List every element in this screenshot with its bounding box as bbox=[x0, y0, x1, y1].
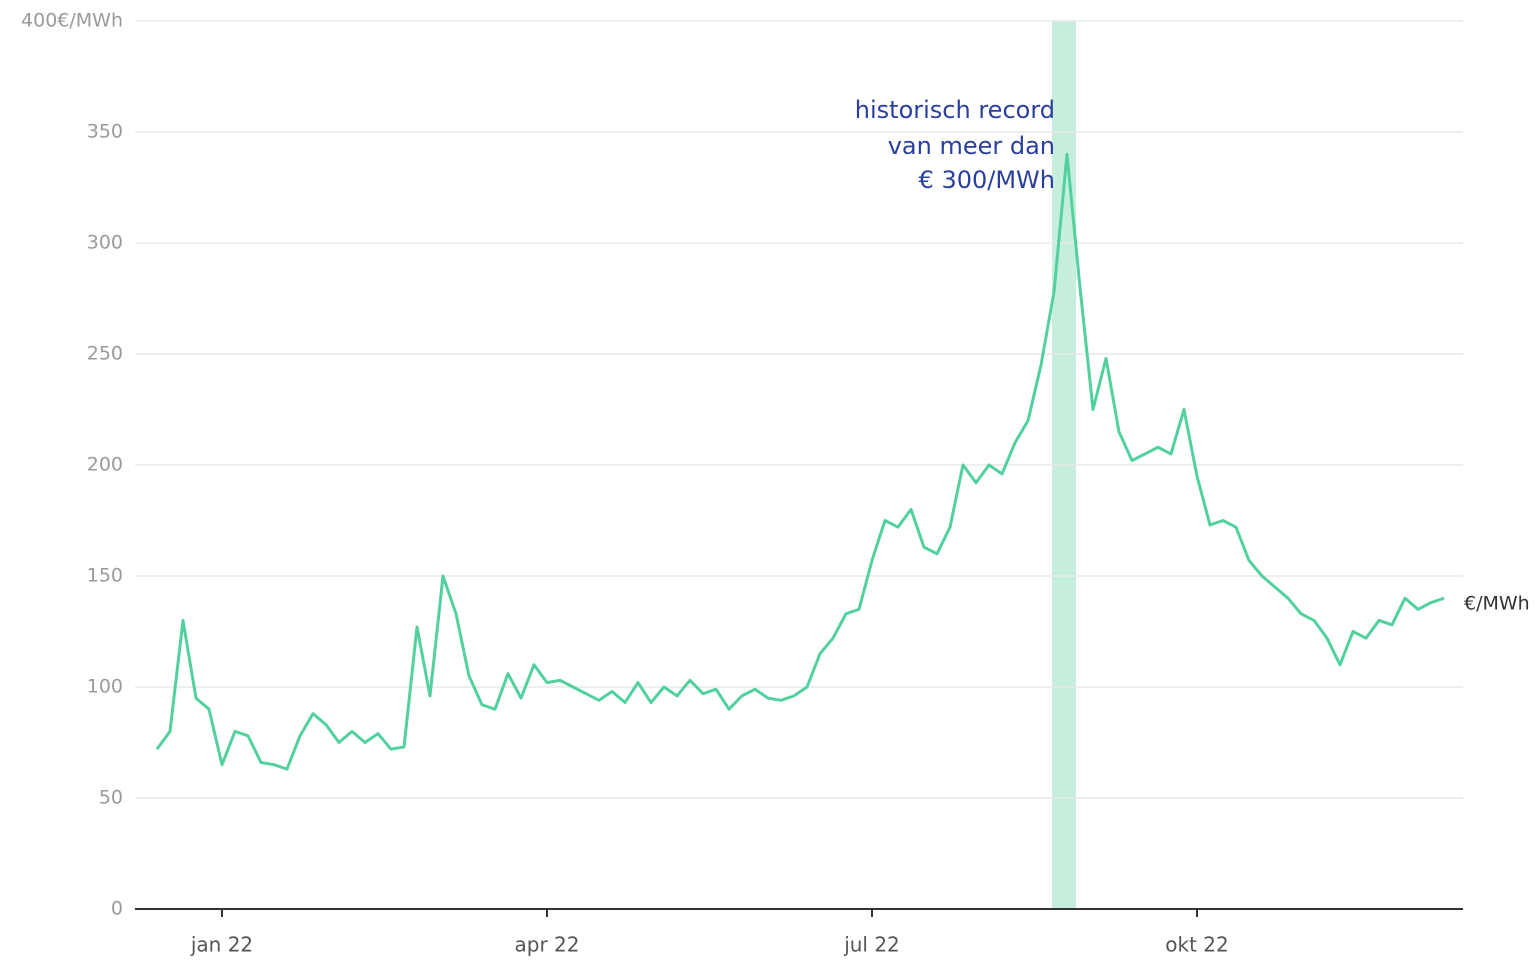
y-tick-label: 0 bbox=[111, 898, 123, 920]
x-tick-label: okt 22 bbox=[1165, 933, 1228, 957]
y-tick-label: 400€/MWh bbox=[21, 10, 123, 32]
line bbox=[155, 152, 1445, 771]
x-tick-label: jul 22 bbox=[843, 933, 900, 957]
x-tick-label: jan 22 bbox=[190, 933, 253, 957]
y-tick-label: 350 bbox=[87, 121, 123, 143]
y-tick-label: 150 bbox=[87, 565, 123, 587]
y-tick-label: 200 bbox=[87, 454, 123, 476]
x-tick-label: apr 22 bbox=[515, 933, 580, 957]
annotation: historisch record bbox=[855, 96, 1055, 124]
annotation: van meer dan bbox=[888, 132, 1055, 160]
series-label: €/MWh bbox=[1464, 593, 1530, 615]
y-tick-label: 300 bbox=[87, 232, 123, 254]
y-tick-label: 250 bbox=[87, 343, 123, 365]
y-tick-label: 50 bbox=[99, 787, 123, 809]
y-tick-label: 100 bbox=[87, 676, 123, 698]
annotation: € 300/MWh bbox=[919, 166, 1055, 194]
